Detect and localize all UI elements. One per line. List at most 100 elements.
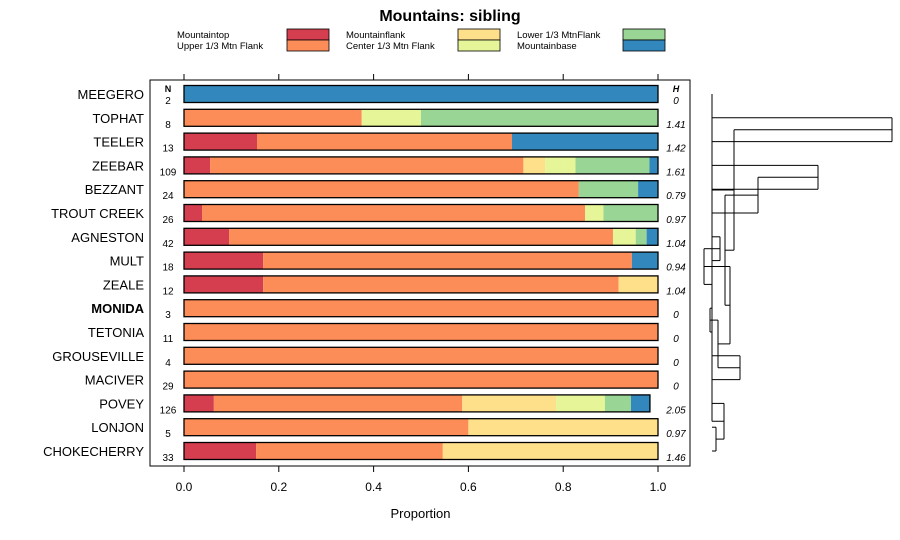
row-label: LONJON — [91, 420, 144, 435]
bar-segment — [631, 252, 658, 270]
h-value: 0.97 — [666, 215, 686, 226]
n-value: 109 — [160, 167, 177, 178]
n-value: 24 — [162, 191, 174, 202]
legend-swatch — [457, 28, 501, 41]
x-tick-label: 0.2 — [270, 480, 287, 494]
bar-outline — [183, 370, 659, 389]
row-label: ZEEBAR — [92, 158, 144, 173]
dendrogram — [703, 94, 893, 452]
bar-outline — [183, 180, 659, 199]
bar-segment — [263, 275, 619, 293]
bar-outline — [183, 84, 659, 104]
bar-segment — [442, 442, 658, 460]
bar-segment — [649, 156, 658, 174]
row-label: POVEY — [99, 396, 144, 411]
bar-outline — [183, 156, 659, 175]
h-column-header: H — [673, 84, 680, 94]
h-value: 2.05 — [665, 405, 686, 416]
bar-segment — [184, 133, 257, 151]
h-value: 1.41 — [666, 120, 685, 131]
row-label: TETONIA — [88, 325, 144, 340]
h-value: 0.79 — [666, 191, 686, 202]
bar-segment — [512, 133, 658, 151]
bar-segment — [184, 109, 362, 127]
n-value: 18 — [162, 263, 174, 274]
h-value: 0 — [673, 310, 679, 321]
bar-outline — [183, 418, 659, 437]
row-label: CHOKECHERRY — [43, 444, 144, 459]
bar-segment — [630, 394, 650, 412]
row-label: TEELER — [93, 135, 144, 150]
h-value: 0.94 — [666, 263, 686, 274]
bar-segment — [210, 156, 524, 174]
bar-outline — [183, 132, 659, 151]
n-column-header: N — [165, 84, 172, 94]
bar-segment — [585, 204, 604, 222]
h-value: 0 — [673, 96, 679, 107]
bar-outline — [183, 251, 659, 270]
n-value: 26 — [162, 215, 174, 226]
bar-segment — [603, 204, 658, 222]
n-value: 12 — [162, 286, 174, 297]
bar-segment — [184, 275, 264, 293]
x-tick-label: 0.8 — [555, 480, 572, 494]
bar-segment — [213, 394, 463, 412]
h-value: 1.42 — [666, 144, 686, 155]
h-value: 0.97 — [666, 429, 686, 440]
legend-swatch — [286, 28, 330, 41]
x-tick-label: 1.0 — [650, 480, 667, 494]
bar-segment — [202, 204, 586, 222]
n-value: 33 — [162, 453, 174, 464]
bar-outline — [183, 203, 659, 223]
legend-label: Upper 1/3 Mtn Flank — [177, 41, 263, 52]
row-label: AGNESTON — [71, 230, 144, 245]
bar-segment — [638, 180, 658, 198]
bar-outline — [183, 322, 659, 342]
bar-segment — [556, 394, 605, 412]
row-label: TOPHAT — [92, 111, 144, 126]
bar-segment — [421, 109, 658, 127]
bar-segment — [263, 252, 632, 270]
h-value: 1.04 — [666, 286, 686, 297]
n-value: 126 — [160, 405, 177, 416]
row-label: MONIDA — [91, 301, 144, 316]
h-value: 1.46 — [666, 453, 686, 464]
bar-segment — [612, 228, 636, 246]
bar-segment — [545, 156, 576, 174]
bar-outline — [183, 108, 659, 127]
row-label: MULT — [110, 254, 144, 269]
row-label: BEZZANT — [85, 182, 144, 197]
bar-segment — [184, 252, 264, 270]
bar-segment — [361, 109, 421, 127]
legend-label: Center 1/3 Mtn Flank — [346, 41, 435, 52]
bar-segment — [184, 204, 203, 222]
bar-segment — [229, 228, 613, 246]
n-value: 8 — [165, 120, 171, 131]
n-value: 13 — [162, 144, 174, 155]
n-value: 3 — [165, 310, 171, 321]
legend-swatch — [457, 39, 501, 52]
bar-segment — [468, 418, 658, 436]
legend-label: Mountainflank — [346, 30, 405, 41]
legend-label: Mountainbase — [517, 41, 577, 52]
plot-frame — [149, 79, 691, 467]
x-axis: 0.0 0.2 0.4 0.6 0.8 1.0 — [176, 74, 667, 494]
bar-outline — [183, 346, 659, 365]
bar-segment — [578, 180, 639, 198]
legend-swatch — [286, 39, 330, 52]
bar-segment — [184, 299, 658, 317]
bar-segment — [184, 323, 658, 341]
row-label: MACIVER — [85, 373, 144, 388]
n-value: 29 — [162, 382, 174, 393]
bar-segment — [575, 156, 650, 174]
h-value: 0 — [673, 334, 679, 345]
row-label: TROUT CREEK — [51, 206, 144, 221]
bar-segment — [618, 275, 658, 293]
bar-outline — [183, 394, 651, 413]
bar-segment — [646, 228, 658, 246]
bar-segment — [184, 156, 211, 174]
h-value: 0 — [673, 358, 679, 369]
bar-segment — [462, 394, 557, 412]
